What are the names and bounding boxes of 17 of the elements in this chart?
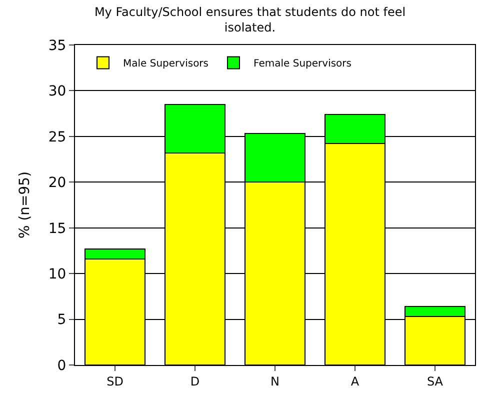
x-tick-label: A	[350, 374, 360, 388]
y-tick-label: 10	[48, 266, 66, 282]
x-tick-label: SD	[106, 374, 124, 388]
x-tick-label: N	[270, 374, 280, 388]
x-tick-label: SA	[426, 374, 444, 388]
y-tick-label: 5	[57, 312, 66, 328]
legend-label: Male Supervisors	[123, 58, 209, 70]
y-tick-label: 20	[48, 175, 66, 192]
y-tick-label: 35	[48, 38, 66, 54]
legend-label: Female Supervisors	[254, 58, 352, 70]
y-tick-label: 0	[57, 358, 66, 374]
y-axis-title: % (n=95)	[16, 171, 33, 239]
y-tick-label: 15	[48, 220, 66, 237]
chart-title: My Faculty/School ensures that students do not feel isolated.	[94, 5, 406, 35]
y-tick-label: 25	[48, 129, 66, 146]
y-tick-label: 30	[48, 84, 66, 100]
x-tick-label: D	[190, 374, 200, 388]
